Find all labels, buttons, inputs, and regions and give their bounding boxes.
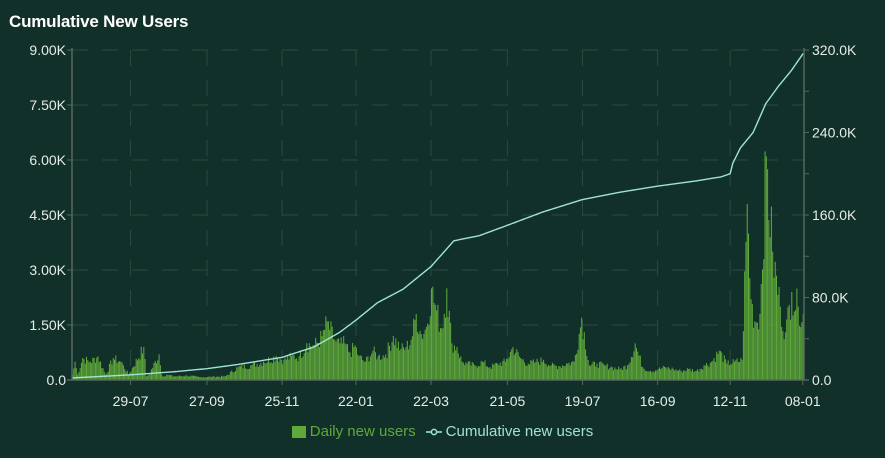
- cumulative-new-users-line: [71, 53, 804, 379]
- y-left-tick-label: 1.50K: [29, 317, 66, 333]
- legend-label-cumulative: Cumulative new users: [445, 423, 594, 440]
- y-right-tick-label: 320.0K: [812, 42, 857, 58]
- x-tick-label: 22-03: [413, 393, 449, 409]
- y-left-tick-label: 9.00K: [29, 42, 66, 58]
- axis-labels: 0.0 1.50K 3.00K 4.50K 6.00K 7.50K 9.00K 0.0 80.0…: [29, 42, 857, 409]
- bar-swatch-icon: [291, 425, 306, 438]
- chart-legend: Daily new users Cumulative new users: [0, 423, 885, 440]
- y-left-tick-label: 4.50K: [29, 207, 66, 223]
- x-tick-label: 19-07: [565, 393, 601, 409]
- x-tick-label: 12-11: [713, 393, 748, 409]
- y-left-tick-label: 7.50K: [29, 97, 66, 113]
- y-left-tick-label: 0.0: [47, 372, 67, 388]
- y-right-tick-label: 80.0K: [812, 290, 849, 306]
- x-tick-label: 08-01: [785, 393, 821, 409]
- y-left-tick-label: 3.00K: [29, 262, 66, 278]
- y-right-tick-label: 0.0: [812, 372, 832, 388]
- line-marker-icon: [425, 428, 442, 435]
- x-tick-label: 22-01: [338, 393, 374, 409]
- x-tick-label: 27-09: [189, 393, 225, 409]
- y-right-tick-label: 160.0K: [812, 207, 857, 223]
- y-left-tick-label: 6.00K: [29, 152, 66, 168]
- x-tick-label: 25-11: [265, 393, 300, 409]
- y-right-tick-label: 240.0K: [812, 125, 857, 141]
- chart-canvas: 0.0 1.50K 3.00K 4.50K 6.00K 7.50K 9.00K 0.0 80.0…: [29, 42, 857, 409]
- axes: [67, 48, 809, 385]
- legend-item-daily-new-users[interactable]: Daily new users: [291, 423, 416, 440]
- legend-item-cumulative-new-users[interactable]: Cumulative new users: [425, 423, 594, 440]
- x-tick-label: 16-09: [640, 393, 676, 409]
- legend-label-daily: Daily new users: [309, 423, 416, 440]
- chart-title: Cumulative New Users: [9, 12, 189, 31]
- daily-new-users-bars: [72, 151, 804, 380]
- x-tick-label: 29-07: [113, 393, 149, 409]
- x-tick-label: 21-05: [489, 393, 525, 409]
